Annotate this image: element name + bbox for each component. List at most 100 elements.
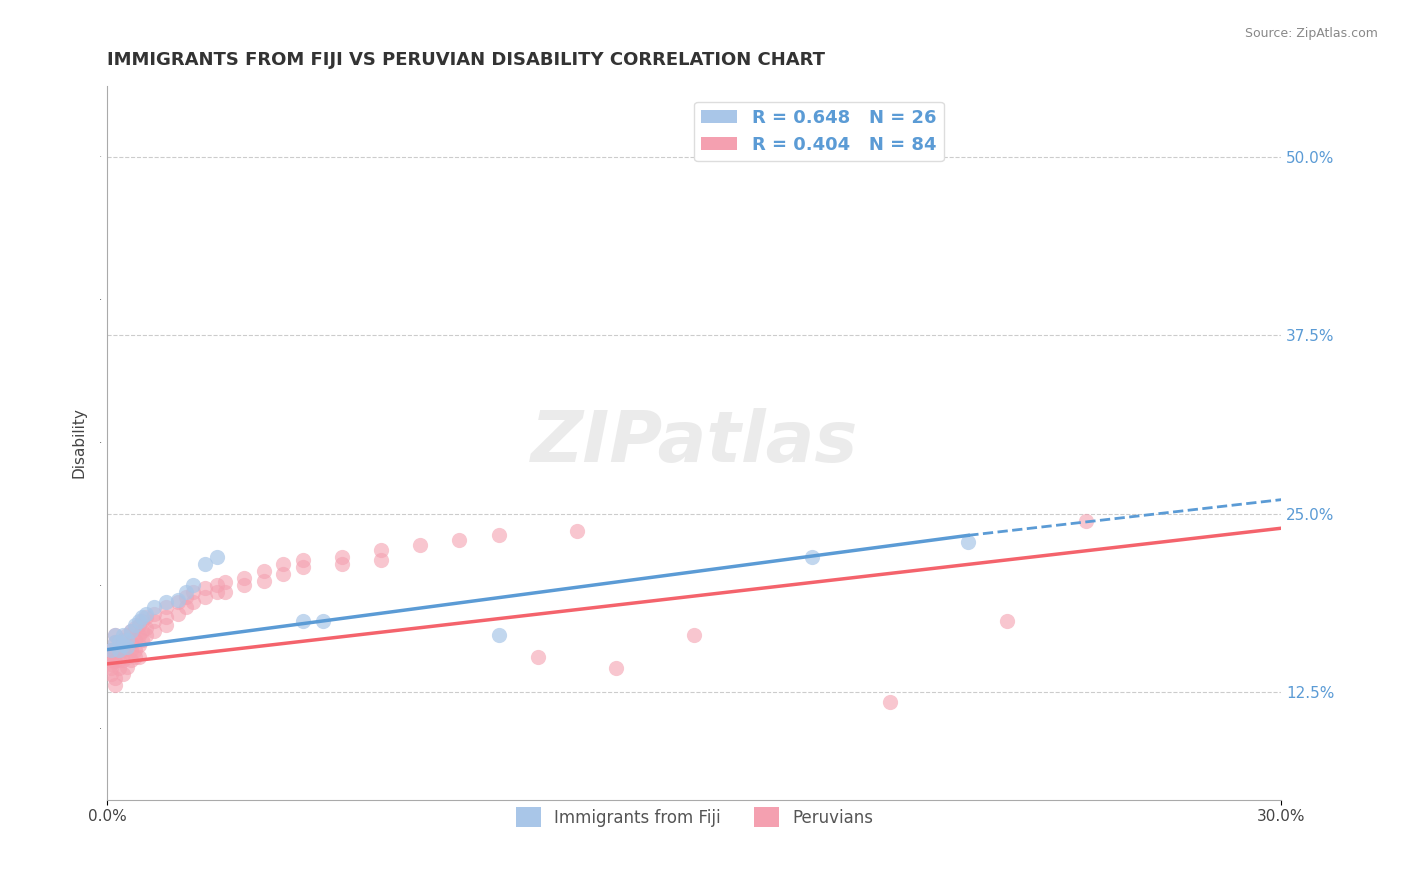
Point (108, 652, 131, 666)
Point (128, 614, 150, 628)
Point (449, 533, 471, 547)
Point (1074, 514, 1097, 528)
Point (111, 652, 134, 666)
Point (155, 595, 177, 609)
Point (128, 638, 150, 652)
Point (800, 549, 823, 564)
Point (166, 607, 188, 621)
Point (131, 624, 153, 638)
Point (104, 635, 127, 649)
Point (166, 595, 188, 609)
Point (124, 618, 146, 632)
Point (128, 628, 150, 642)
Point (115, 649, 138, 664)
Point (115, 632, 138, 647)
Point (120, 642, 142, 657)
Point (253, 574, 276, 588)
Point (273, 566, 295, 581)
Point (253, 564, 276, 578)
Point (128, 618, 150, 632)
Point (120, 624, 142, 638)
Point (120, 624, 142, 638)
Point (115, 628, 138, 642)
Point (135, 607, 157, 621)
Point (108, 661, 131, 675)
Point (233, 578, 256, 592)
Point (124, 649, 146, 664)
Point (108, 642, 131, 657)
Point (155, 618, 177, 632)
Point (124, 642, 146, 657)
Point (100, 642, 122, 657)
Point (194, 590, 217, 604)
Point (115, 640, 138, 654)
Point (115, 659, 138, 673)
Point (111, 628, 134, 642)
Point (233, 571, 256, 585)
Point (214, 585, 236, 599)
Point (111, 666, 134, 681)
Point (370, 552, 392, 566)
Point (108, 642, 131, 657)
Point (111, 632, 134, 647)
Point (291, 559, 314, 574)
Point (273, 557, 295, 571)
Point (104, 654, 127, 668)
Text: IMMIGRANTS FROM FIJI VS PERUVIAN DISABILITY CORRELATION CHART: IMMIGRANTS FROM FIJI VS PERUVIAN DISABIL… (107, 51, 825, 69)
Point (104, 635, 127, 649)
Text: ZIPatlas: ZIPatlas (530, 408, 858, 477)
Point (135, 621, 157, 635)
Point (174, 590, 197, 604)
Point (124, 632, 146, 647)
Point (143, 624, 166, 638)
Point (100, 652, 122, 666)
Point (131, 609, 153, 624)
Point (104, 628, 127, 642)
Point (104, 671, 127, 685)
Point (131, 614, 153, 628)
Point (124, 621, 146, 635)
Point (409, 538, 432, 552)
Point (143, 599, 166, 614)
Point (291, 614, 314, 628)
Point (174, 599, 197, 614)
Point (108, 635, 131, 649)
Point (120, 635, 142, 649)
Point (100, 666, 122, 681)
Point (183, 595, 205, 609)
Point (311, 614, 333, 628)
Legend: Immigrants from Fiji, Peruvians: Immigrants from Fiji, Peruvians (509, 800, 880, 834)
Point (115, 638, 138, 652)
Point (205, 578, 228, 592)
Point (135, 609, 157, 624)
Point (205, 585, 228, 599)
Point (155, 609, 177, 624)
Point (997, 614, 1019, 628)
Y-axis label: Disability: Disability (72, 407, 86, 478)
Point (100, 642, 122, 657)
Point (957, 535, 980, 549)
Point (143, 607, 166, 621)
Point (214, 575, 236, 590)
Point (111, 638, 134, 652)
Point (205, 549, 228, 564)
Point (330, 557, 353, 571)
Point (135, 628, 157, 642)
Point (183, 578, 205, 592)
Point (605, 661, 627, 675)
Point (131, 632, 153, 647)
Point (111, 642, 134, 657)
Point (128, 649, 150, 664)
Point (291, 552, 314, 566)
Point (143, 614, 166, 628)
Point (166, 592, 188, 607)
Point (879, 695, 901, 709)
Point (104, 647, 127, 661)
Point (120, 652, 142, 666)
Point (100, 649, 122, 664)
Text: Source: ZipAtlas.com: Source: ZipAtlas.com (1244, 27, 1378, 40)
Point (104, 678, 127, 692)
Point (194, 581, 217, 595)
Point (330, 549, 353, 564)
Point (108, 638, 131, 652)
